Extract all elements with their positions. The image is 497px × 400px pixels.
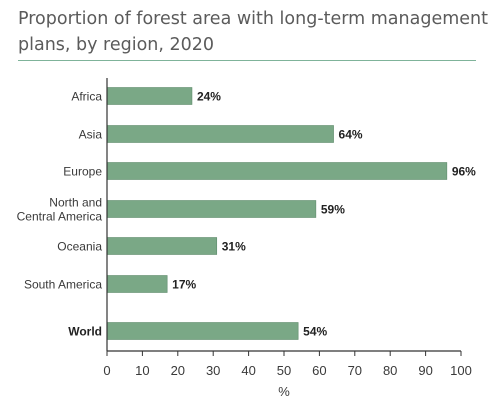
x-axis-label: % (278, 384, 290, 399)
bar-north-and-central-america (106, 200, 317, 218)
value-label-north-and-central-america: 59% (321, 203, 345, 217)
category-label-oceania: Oceania (57, 240, 102, 254)
category-label-line: Asia (79, 128, 103, 142)
category-label-line: North and (49, 196, 102, 210)
chart-title: Proportion of forest area with long-term… (18, 9, 488, 55)
value-labels-group: 24% 64% 96% 59% 31% 17% 54% (172, 90, 476, 339)
x-ticks-group: 0 10 20 30 40 50 60 70 80 90 100 (103, 351, 472, 378)
bar-europe (106, 162, 448, 180)
x-tick-label-0: 0 (103, 363, 110, 378)
x-tick-label-90: 90 (418, 363, 432, 378)
category-label-north-and-central-america: North and Central America (17, 196, 103, 224)
category-label-asia: Asia (79, 128, 103, 142)
category-label-world: World (68, 325, 102, 339)
value-label-world: 54% (303, 325, 327, 339)
x-tick-label-10: 10 (135, 363, 149, 378)
value-label-asia: 64% (339, 128, 363, 142)
x-tick-label-40: 40 (241, 363, 255, 378)
category-label-line: Central America (17, 210, 103, 224)
category-label-line: Oceania (57, 240, 102, 254)
category-label-line: Africa (71, 90, 102, 104)
title-rule (18, 60, 476, 61)
category-label-south-america: South America (24, 278, 102, 292)
bars-group (106, 87, 448, 340)
value-label-europe: 96% (452, 165, 476, 179)
category-label-africa: Africa (71, 90, 102, 104)
x-tick-label-100: 100 (450, 363, 472, 378)
x-tick-label-30: 30 (206, 363, 220, 378)
category-label-line: World (68, 325, 102, 339)
category-label-line: South America (24, 278, 102, 292)
bar-world (106, 322, 299, 340)
bar-asia (106, 125, 334, 143)
x-tick-label-80: 80 (383, 363, 397, 378)
value-label-africa: 24% (197, 90, 221, 104)
value-label-oceania: 31% (222, 240, 246, 254)
bar-oceania (106, 237, 218, 255)
category-labels-group: Africa Asia Europe North and Central America… (17, 90, 103, 339)
x-tick-label-50: 50 (277, 363, 291, 378)
x-tick-label-20: 20 (171, 363, 185, 378)
category-label-europe: Europe (63, 165, 102, 179)
x-tick-label-60: 60 (312, 363, 326, 378)
value-label-south-america: 17% (172, 278, 196, 292)
bar-africa (106, 87, 193, 105)
bar-south-america (106, 275, 168, 293)
x-tick-label-70: 70 (348, 363, 362, 378)
category-label-line: Europe (63, 165, 102, 179)
